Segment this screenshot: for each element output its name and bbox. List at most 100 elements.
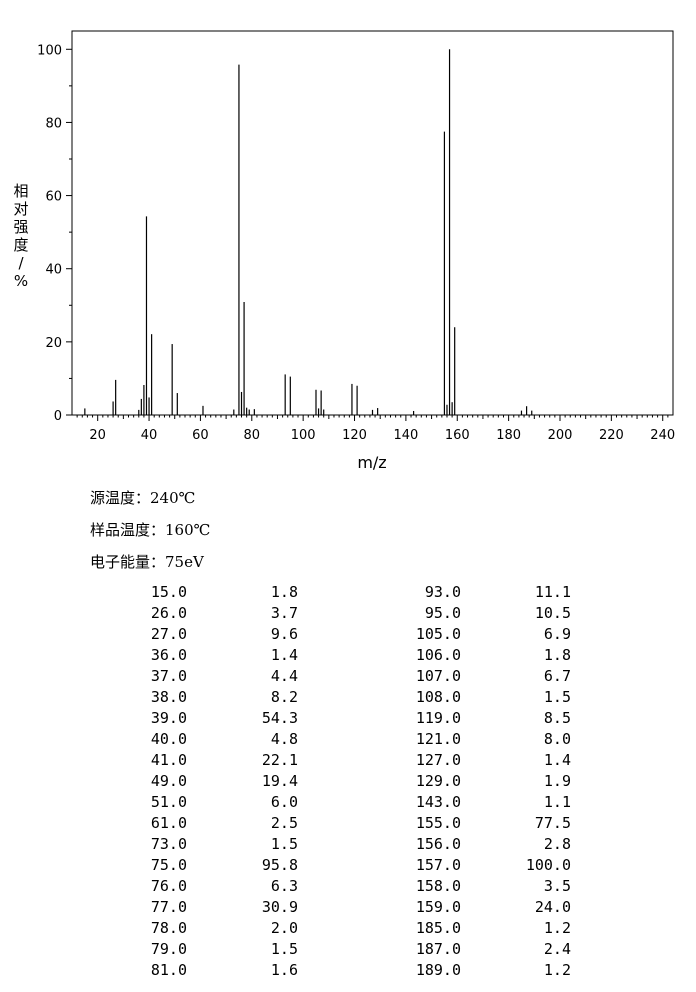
mz-value: 119.0 <box>415 709 461 727</box>
mz-value: 73.0 <box>150 835 187 853</box>
sample-temperature: 样品温度：160℃ <box>90 521 211 539</box>
intensity-value: 95.8 <box>261 856 298 874</box>
y-axis-label-char: 度 <box>13 236 28 254</box>
mz-value: 38.0 <box>150 688 187 706</box>
mz-value: 61.0 <box>150 814 187 832</box>
x-tick-label: 60 <box>192 428 209 443</box>
mz-value: 76.0 <box>150 877 187 895</box>
intensity-value: 1.9 <box>543 772 571 790</box>
mz-value: 108.0 <box>415 688 461 706</box>
intensity-value: 8.5 <box>543 709 571 727</box>
intensity-value: 1.5 <box>543 688 571 706</box>
intensity-value: 1.5 <box>270 940 298 958</box>
y-tick-label: 80 <box>45 116 62 131</box>
mz-value: 41.0 <box>150 751 187 769</box>
mz-value: 159.0 <box>415 898 461 916</box>
intensity-value: 1.2 <box>543 919 571 937</box>
y-axis-label-char: 相 <box>13 182 28 200</box>
intensity-value: 1.4 <box>543 751 571 769</box>
intensity-value: 4.4 <box>270 667 298 685</box>
mz-value: 39.0 <box>150 709 187 727</box>
mz-value: 40.0 <box>150 730 187 748</box>
intensity-value: 30.9 <box>261 898 298 916</box>
mz-value: 77.0 <box>150 898 187 916</box>
x-tick-label: 240 <box>650 428 675 443</box>
electron-energy: 电子能量：75eV <box>90 553 204 571</box>
intensity-value: 11.1 <box>534 583 571 601</box>
intensity-value: 3.5 <box>543 877 571 895</box>
x-tick-label: 100 <box>291 428 316 443</box>
mz-value: 93.0 <box>424 583 461 601</box>
intensity-value: 54.3 <box>261 709 298 727</box>
intensity-value: 2.5 <box>270 814 298 832</box>
mz-value: 15.0 <box>150 583 187 601</box>
mz-value: 81.0 <box>150 961 187 979</box>
mz-value: 79.0 <box>150 940 187 958</box>
intensity-value: 1.6 <box>270 961 298 979</box>
plot-frame <box>71 30 674 416</box>
y-tick-label: 40 <box>45 263 62 278</box>
mz-value: 187.0 <box>415 940 461 958</box>
intensity-value: 100.0 <box>525 856 571 874</box>
y-tick-label: 20 <box>45 336 62 351</box>
intensity-value: 1.8 <box>270 583 298 601</box>
intensity-value: 2.0 <box>270 919 298 937</box>
intensity-value: 6.3 <box>270 877 298 895</box>
intensity-value: 1.1 <box>543 793 571 811</box>
intensity-value: 3.7 <box>270 604 298 622</box>
x-tick-label: 180 <box>496 428 521 443</box>
x-tick-label: 40 <box>141 428 158 443</box>
mz-value: 51.0 <box>150 793 187 811</box>
source-temperature: 源温度：240℃ <box>90 489 196 507</box>
intensity-value: 77.5 <box>534 814 571 832</box>
mz-value: 105.0 <box>415 625 461 643</box>
mz-value: 106.0 <box>415 646 461 664</box>
x-tick-label: 20 <box>89 428 106 443</box>
intensity-value: 6.7 <box>543 667 571 685</box>
mz-value: 143.0 <box>415 793 461 811</box>
y-tick-label: 0 <box>54 409 62 424</box>
mz-value: 36.0 <box>150 646 187 664</box>
intensity-value: 24.0 <box>534 898 571 916</box>
intensity-value: 10.5 <box>534 604 571 622</box>
mz-value: 49.0 <box>150 772 187 790</box>
mz-value: 75.0 <box>150 856 187 874</box>
x-tick-label: 200 <box>548 428 573 443</box>
y-axis-ticks: 0 20 40 60 80 100 <box>37 43 72 424</box>
mz-value: 107.0 <box>415 667 461 685</box>
mass-spectrum-chart: 0 20 40 60 80 100 20 40 60 80 100 120 140 160 180 200 2… <box>13 30 675 472</box>
mz-value: 158.0 <box>415 877 461 895</box>
intensity-value: 9.6 <box>270 625 298 643</box>
y-tick-label: 60 <box>45 190 62 205</box>
intensity-value: 6.9 <box>543 625 571 643</box>
intensity-value: 2.8 <box>543 835 571 853</box>
mz-value: 27.0 <box>150 625 187 643</box>
y-axis-label-char: / <box>18 254 24 272</box>
mz-value: 185.0 <box>415 919 461 937</box>
y-tick-label: 100 <box>37 43 62 58</box>
spectrum-bars <box>84 49 533 415</box>
mz-value: 37.0 <box>150 667 187 685</box>
y-axis-label: 相对强度/% <box>13 182 28 290</box>
intensity-value: 4.8 <box>270 730 298 748</box>
x-tick-label: 80 <box>244 428 261 443</box>
x-tick-label: 160 <box>445 428 470 443</box>
intensity-value: 1.8 <box>543 646 571 664</box>
intensity-value: 1.2 <box>543 961 571 979</box>
x-axis-label: m/z <box>357 453 386 472</box>
mz-value: 121.0 <box>415 730 461 748</box>
intensity-value: 6.0 <box>270 793 298 811</box>
x-tick-label: 120 <box>342 428 367 443</box>
mz-value: 127.0 <box>415 751 461 769</box>
mz-value: 26.0 <box>150 604 187 622</box>
intensity-value: 8.2 <box>270 688 298 706</box>
intensity-value: 2.4 <box>543 940 571 958</box>
x-tick-label: 140 <box>393 428 418 443</box>
x-tick-label: 220 <box>599 428 624 443</box>
mz-value: 156.0 <box>415 835 461 853</box>
y-axis-label-char: % <box>14 272 28 290</box>
intensity-value: 1.5 <box>270 835 298 853</box>
intensity-value: 8.0 <box>543 730 571 748</box>
intensity-value: 19.4 <box>261 772 298 790</box>
y-axis-label-char: 强 <box>13 218 28 236</box>
